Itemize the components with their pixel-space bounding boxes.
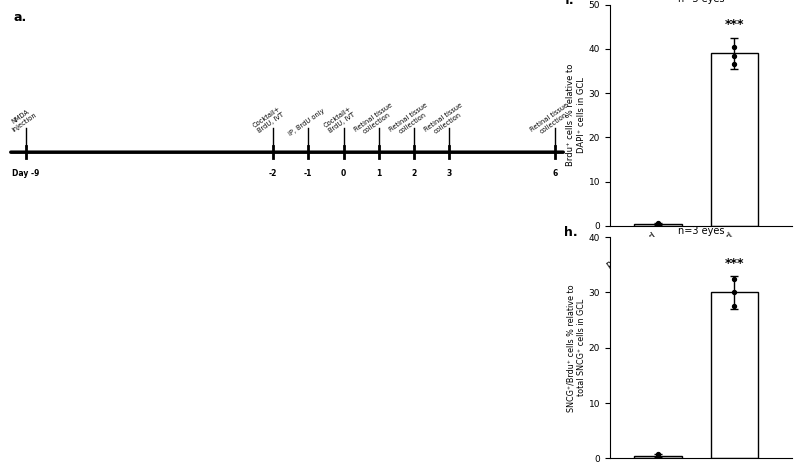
Text: b.: b. [14,244,27,257]
Point [651,221,664,228]
Point [651,452,664,459]
Bar [634,224,682,226]
Text: Retinal tissue
collection: Retinal tissue collection [423,101,468,138]
Point [651,451,664,458]
Point [728,61,741,68]
Text: 3: 3 [447,169,452,178]
Title: n=3 eyes: n=3 eyes [678,226,724,236]
Text: Cocktail+
BrdU, IVT: Cocktail+ BrdU, IVT [323,105,357,134]
Point [651,220,664,227]
Point [728,288,741,296]
Y-axis label: SNCG⁺/Brdu⁺ cells % relative to
total SNCG⁺ cells in GCL: SNCG⁺/Brdu⁺ cells % relative to total SN… [566,284,586,412]
Text: 1: 1 [376,169,382,178]
Text: a.: a. [14,11,27,24]
Point [651,453,664,460]
Text: f.: f. [564,0,574,6]
Text: Day -9: Day -9 [12,169,39,178]
Title: n=3 eyes: n=3 eyes [678,0,724,4]
Text: Retinal tissue
collection: Retinal tissue collection [388,101,433,138]
Text: h.: h. [564,226,578,239]
Point [728,275,741,282]
Bar [710,292,758,458]
Text: 0: 0 [341,169,346,178]
Text: IP, BrdU only: IP, BrdU only [287,108,326,138]
Text: Retinal tissue
collection: Retinal tissue collection [530,101,574,138]
Point [728,52,741,59]
Text: NMDA
injection: NMDA injection [6,106,38,133]
Text: -2: -2 [269,169,277,178]
Text: -1: -1 [304,169,312,178]
Point [728,302,741,310]
Text: 6: 6 [553,169,558,178]
Bar [634,456,682,458]
Text: Retinal tissue
collection: Retinal tissue collection [353,101,398,138]
Text: ***: *** [725,18,744,31]
Point [651,219,664,226]
Text: ***: *** [725,257,744,270]
Point [728,43,741,50]
Bar [710,53,758,226]
Y-axis label: Brdu⁺ cells % relative to
DAPI⁺ cells in GCL: Brdu⁺ cells % relative to DAPI⁺ cells in… [566,64,586,167]
Text: 2: 2 [411,169,417,178]
Text: Cocktail+
BrdU, IVT: Cocktail+ BrdU, IVT [252,105,286,134]
